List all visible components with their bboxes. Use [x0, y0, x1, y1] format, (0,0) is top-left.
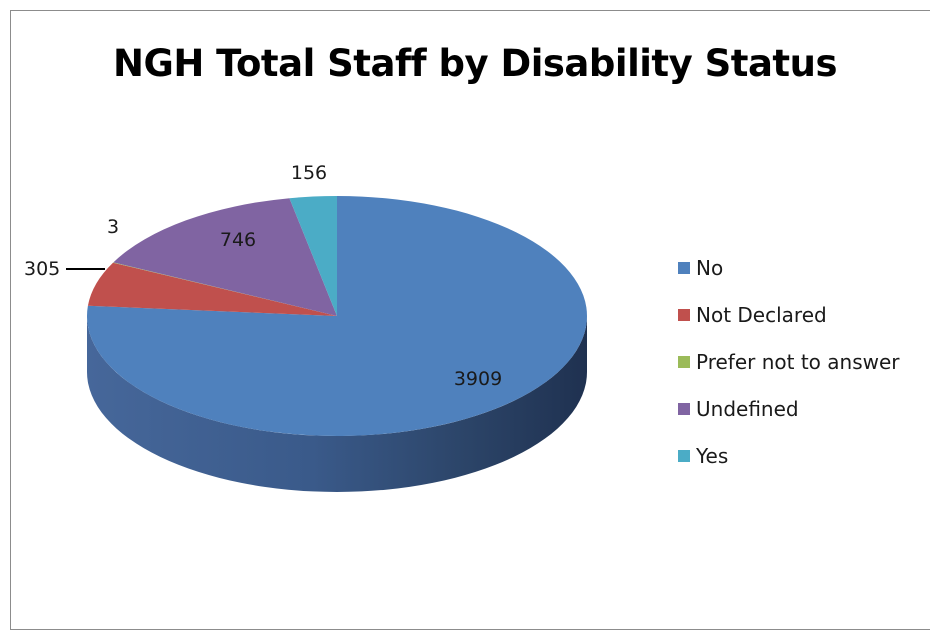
pie-labels-group: 3909 305 3 746 156 [24, 162, 502, 390]
data-label-no: 3909 [454, 368, 502, 390]
legend-label-undefined: Undefined [696, 396, 799, 421]
pie-slice-yes [289, 196, 337, 316]
legend-swatch-prefer-not-to-answer [678, 355, 690, 368]
chart-title: NGH Total Staff by Disability Status [113, 42, 837, 85]
pie-chart: 3909 305 3 746 156 [24, 162, 587, 492]
pie-side-group [87, 316, 587, 492]
legend-item-no: No [678, 244, 900, 291]
pie-side-wall [87, 316, 587, 492]
pie-slice-not-declared [87, 262, 337, 316]
data-label-not-declared: 305 [24, 258, 60, 280]
data-label-prefer-not-to-answer: 3 [107, 216, 119, 238]
legend-label-prefer-not-to-answer: Prefer not to answer [696, 349, 900, 374]
legend-label-not-declared: Not Declared [696, 302, 827, 327]
legend-swatch-undefined [678, 402, 690, 415]
data-label-yes: 156 [291, 162, 327, 184]
legend-swatch-yes [678, 449, 690, 462]
legend-label-no: No [696, 255, 724, 280]
legend-swatch-no [678, 261, 690, 274]
pie-slice-undefined [113, 198, 338, 316]
legend-item-prefer-not-to-answer: Prefer not to answer [678, 338, 900, 385]
chart-legend: No Not Declared Prefer not to answer Undefi… [678, 244, 900, 479]
pie-top-group [86, 196, 587, 436]
legend-item-not-declared: Not Declared [678, 291, 900, 338]
legend-label-yes: Yes [696, 443, 729, 468]
legend-item-yes: Yes [678, 432, 900, 479]
legend-swatch-not-declared [678, 308, 690, 321]
data-label-undefined: 746 [220, 229, 256, 251]
legend-item-undefined: Undefined [678, 385, 900, 432]
pie-slice-prefer-not-to-answer [112, 262, 338, 316]
